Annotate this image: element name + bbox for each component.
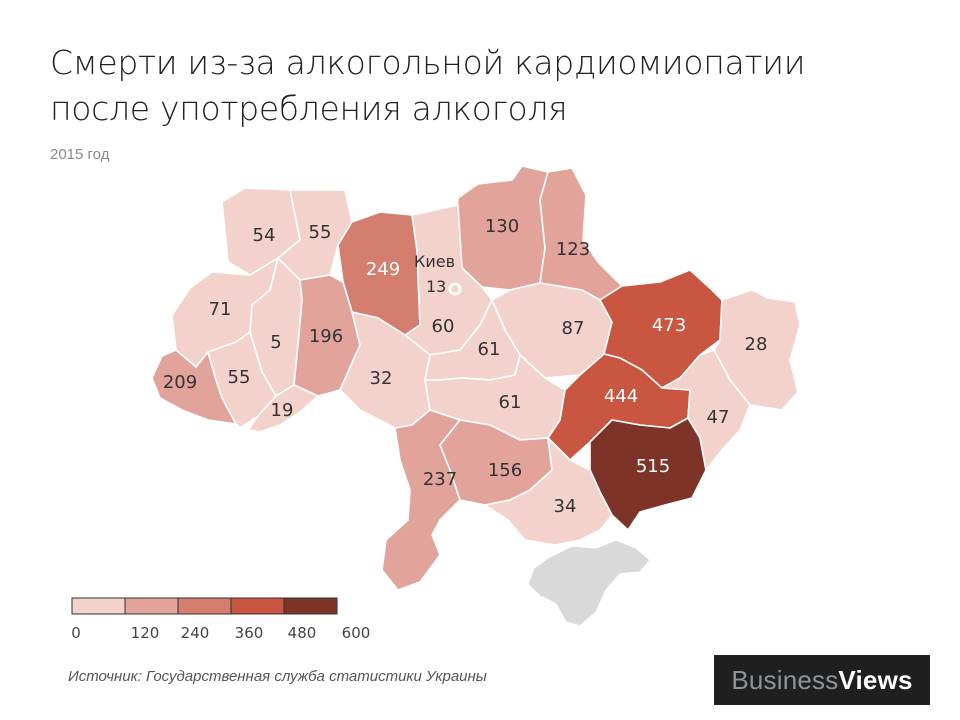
label-odesa: 237 bbox=[423, 469, 457, 490]
legend-tick-240: 240 bbox=[181, 624, 210, 642]
label-zakarpattia: 209 bbox=[163, 372, 197, 393]
label-zhytomyr: 249 bbox=[366, 259, 400, 280]
region-chernivtsi bbox=[247, 384, 319, 433]
label-mykolaiv: 156 bbox=[488, 460, 522, 481]
brand-part-1: Business bbox=[731, 665, 839, 695]
legend-swatch-2 bbox=[124, 597, 179, 615]
regions-layer bbox=[151, 165, 801, 591]
legend-tick-480: 480 bbox=[288, 624, 317, 642]
region-odesa bbox=[381, 409, 461, 591]
city-label: Киев bbox=[414, 252, 455, 271]
label-chernihiv: 130 bbox=[485, 216, 519, 237]
city-value: 13 bbox=[426, 277, 446, 296]
label-zaporizhzhia: 47 bbox=[707, 407, 730, 428]
label-volyn: 54 bbox=[253, 225, 276, 246]
label-lviv: 71 bbox=[209, 299, 232, 320]
crimea-region bbox=[527, 539, 651, 627]
label-chernivtsi: 19 bbox=[271, 400, 294, 421]
legend-tick-600: 600 bbox=[342, 624, 371, 642]
region-zakarpattia bbox=[151, 349, 237, 425]
label-donetsk: 515 bbox=[636, 456, 670, 477]
legend-swatch-1 bbox=[71, 597, 126, 615]
legend-tick-360: 360 bbox=[235, 624, 264, 642]
label-kirovohrad: 61 bbox=[499, 392, 522, 413]
legend-swatch-5 bbox=[283, 597, 338, 615]
subtitle: 2015 год bbox=[50, 146, 110, 163]
region-kherson bbox=[484, 437, 613, 546]
legend-swatch-4 bbox=[230, 597, 285, 615]
legend-tick-120: 120 bbox=[131, 624, 160, 642]
region-zaporizhzhia bbox=[661, 349, 751, 471]
label-rivne: 55 bbox=[309, 222, 332, 243]
brand-logo: BusinessViews bbox=[714, 655, 930, 705]
label-luhansk: 28 bbox=[745, 334, 768, 355]
legend-tick-0: 0 bbox=[71, 624, 81, 642]
label-poltava: 87 bbox=[562, 318, 585, 339]
kyiv-city-marker bbox=[448, 282, 462, 296]
label-kyiv-oblast: 60 bbox=[432, 316, 455, 337]
label-khmelnytskyi: 196 bbox=[309, 326, 343, 347]
legend-swatch-3 bbox=[177, 597, 232, 615]
brand-part-2: Views bbox=[838, 665, 913, 695]
label-cherkasy: 61 bbox=[478, 339, 501, 360]
label-vinnytsia: 32 bbox=[370, 368, 393, 389]
label-ternopil: 5 bbox=[270, 332, 281, 353]
label-kharkiv: 473 bbox=[652, 315, 686, 336]
label-dnipropetrovsk: 444 bbox=[604, 386, 638, 407]
title-line-1: Смерти из-за алкогольной кардиомиопатии bbox=[50, 43, 806, 82]
chart-title: Смерти из-за алкогольной кардиомиопатии … bbox=[50, 40, 850, 132]
region-sumy bbox=[539, 167, 623, 301]
source-note: Источник: Государственная служба статист… bbox=[68, 668, 487, 685]
label-kherson: 34 bbox=[554, 496, 577, 517]
labels-layer: 54 55 249 130 123 71 5 196 60 87 473 28 … bbox=[163, 216, 768, 517]
legend: 0 120 240 360 480 600 bbox=[71, 597, 371, 642]
label-sumy: 123 bbox=[556, 239, 590, 260]
label-ivano-frankivsk: 55 bbox=[228, 367, 251, 388]
title-line-2: после употребления алкоголя bbox=[50, 89, 568, 128]
